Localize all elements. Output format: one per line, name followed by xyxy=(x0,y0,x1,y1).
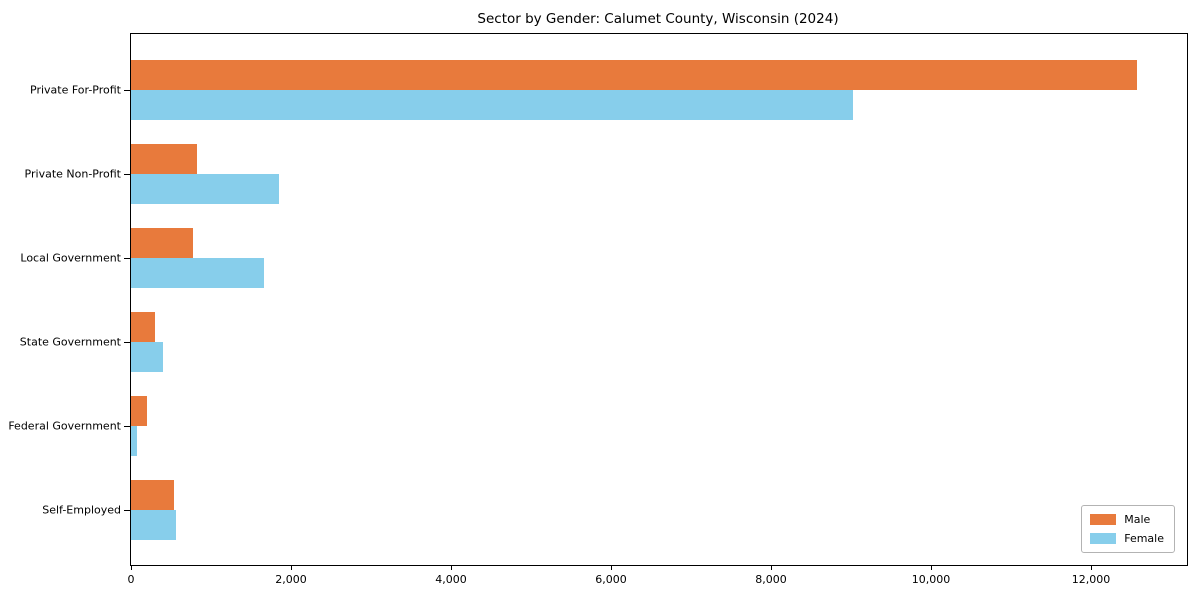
y-tick xyxy=(124,510,130,511)
x-tick-label: 10,000 xyxy=(911,573,951,586)
legend-swatch-female xyxy=(1090,533,1117,544)
x-tick xyxy=(291,565,292,570)
y-tick xyxy=(124,342,130,343)
bar-male xyxy=(131,144,197,174)
x-tick-label: 8,000 xyxy=(755,573,787,586)
x-tick-label: 12,000 xyxy=(1071,573,1111,586)
y-tick xyxy=(124,258,130,259)
x-tick-label: 2,000 xyxy=(275,573,307,586)
y-tick-label: Self-Employed xyxy=(42,503,121,517)
plot-area: Male Female Private For-Profit Private No… xyxy=(8,33,1188,586)
y-tick xyxy=(124,174,130,175)
legend-label-male: Male xyxy=(1124,513,1151,526)
x-tick xyxy=(451,565,452,570)
y-tick-label: State Government xyxy=(19,335,121,349)
legend: Male Female xyxy=(1081,505,1175,553)
x-tick-label: 4,000 xyxy=(435,573,467,586)
bar-male xyxy=(131,396,147,426)
chart-title: Sector by Gender: Calumet County, Wiscon… xyxy=(477,11,839,27)
x-tick xyxy=(1091,565,1092,570)
y-tick-label: Federal Government xyxy=(8,419,121,433)
bar-male xyxy=(131,60,1137,90)
bar-female xyxy=(131,90,853,120)
y-tick xyxy=(124,90,130,91)
y-tick-label: Private Non-Profit xyxy=(24,167,121,181)
x-tick-label: 0 xyxy=(127,573,135,586)
y-tick-label: Local Government xyxy=(20,251,121,265)
bar-male xyxy=(131,228,193,258)
legend-swatch-male xyxy=(1090,514,1117,525)
x-tick xyxy=(611,565,612,570)
legend-label-female: Female xyxy=(1124,532,1164,545)
x-tick xyxy=(931,565,932,570)
bar-female xyxy=(131,510,176,540)
bar-female xyxy=(131,174,279,204)
y-tick xyxy=(124,426,130,427)
bar-male xyxy=(131,480,175,510)
x-tick xyxy=(131,565,132,570)
legend-item-male: Male xyxy=(1090,513,1164,526)
legend-item-female: Female xyxy=(1090,532,1164,545)
x-tick-label: 6,000 xyxy=(595,573,627,586)
x-tick xyxy=(771,565,772,570)
bar-female xyxy=(131,342,163,372)
bar-male xyxy=(131,312,155,342)
bar-female xyxy=(131,426,137,456)
y-tick-label: Private For-Profit xyxy=(30,83,121,97)
bar-female xyxy=(131,258,265,288)
